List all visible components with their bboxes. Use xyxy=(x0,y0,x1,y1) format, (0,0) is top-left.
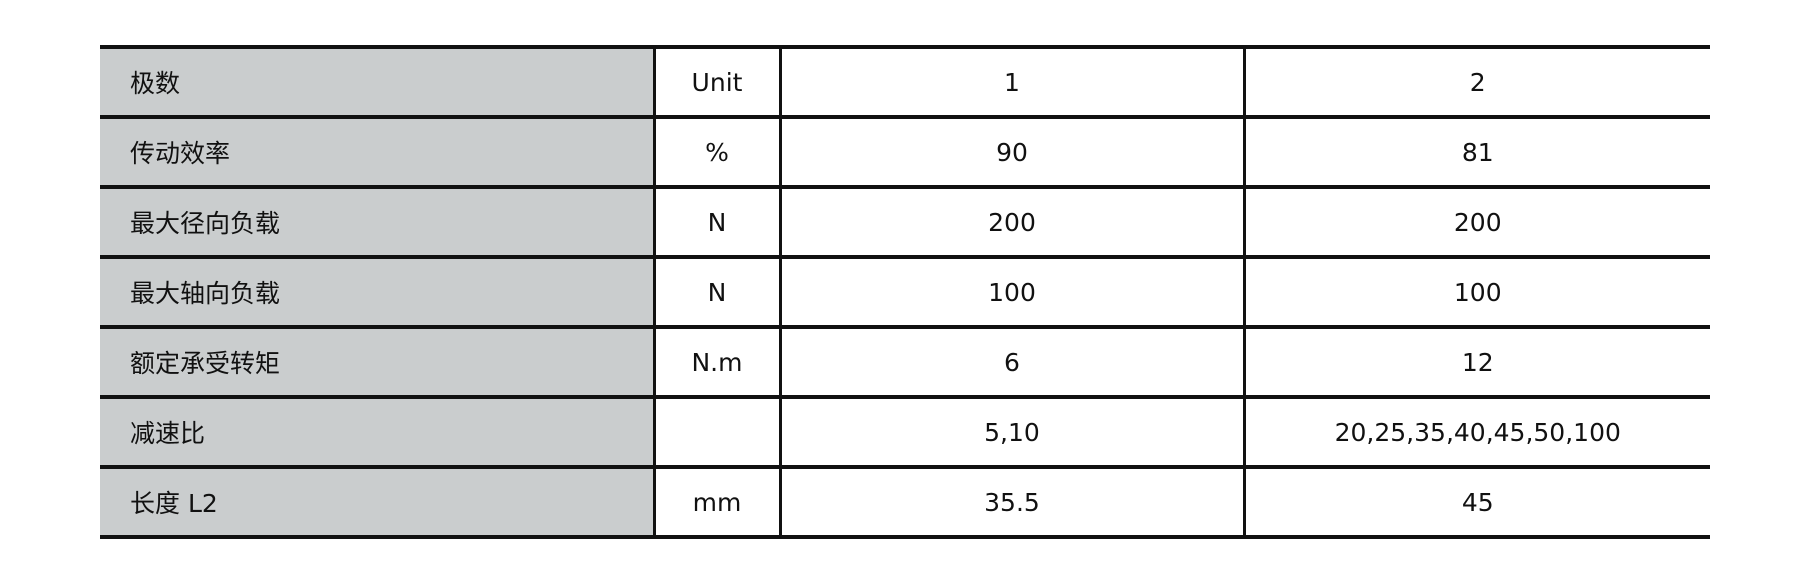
table-row: 极数 Unit 1 2 xyxy=(100,45,1710,119)
row-label: 长度 L2 xyxy=(100,465,656,539)
value-col-2: 20,25,35,40,45,50,100 xyxy=(1244,395,1710,469)
table-row: 额定承受转矩 N.m 6 12 xyxy=(100,325,1710,399)
table-row: 最大轴向负载 N 100 100 xyxy=(100,255,1710,329)
row-label: 额定承受转矩 xyxy=(100,325,656,399)
row-unit xyxy=(654,395,782,469)
value-col-2: 81 xyxy=(1244,115,1710,189)
value-col-1: 200 xyxy=(780,185,1246,259)
value-col-1: 100 xyxy=(780,255,1246,329)
row-unit: N.m xyxy=(654,325,782,399)
row-label: 极数 xyxy=(100,45,656,119)
table-row: 最大径向负载 N 200 200 xyxy=(100,185,1710,259)
row-label: 减速比 xyxy=(100,395,656,469)
row-unit: % xyxy=(654,115,782,189)
value-col-1: 35.5 xyxy=(780,465,1246,539)
row-unit: N xyxy=(654,185,782,259)
value-col-1: 90 xyxy=(780,115,1246,189)
value-col-1: 6 xyxy=(780,325,1246,399)
value-col-2: 100 xyxy=(1244,255,1710,329)
value-col-2: 45 xyxy=(1244,465,1710,539)
value-col-2: 2 xyxy=(1244,45,1710,119)
value-col-2: 12 xyxy=(1244,325,1710,399)
spec-table-body: 极数 Unit 1 2 传动效率% 90 81 最大径向负载 N 200 200 最大轴向负载 N… xyxy=(100,45,1710,539)
row-unit: N xyxy=(654,255,782,329)
spec-table: 极数 Unit 1 2 传动效率% 90 81 最大径向负载 N 200 200 最大轴向负载 N… xyxy=(100,45,1710,539)
value-col-1: 5,10 xyxy=(780,395,1246,469)
table-row: 长度 L2 mm 35.5 45 xyxy=(100,465,1710,539)
row-unit: mm xyxy=(654,465,782,539)
row-label: 最大径向负载 xyxy=(100,185,656,259)
row-label: 最大轴向负载 xyxy=(100,255,656,329)
table-row: 减速比 5,10 20,25,35,40,45,50,100 xyxy=(100,395,1710,469)
row-unit: Unit xyxy=(654,45,782,119)
value-col-1: 1 xyxy=(780,45,1246,119)
value-col-2: 200 xyxy=(1244,185,1710,259)
row-label: 传动效率 xyxy=(100,115,656,189)
table-row: 传动效率% 90 81 xyxy=(100,115,1710,189)
